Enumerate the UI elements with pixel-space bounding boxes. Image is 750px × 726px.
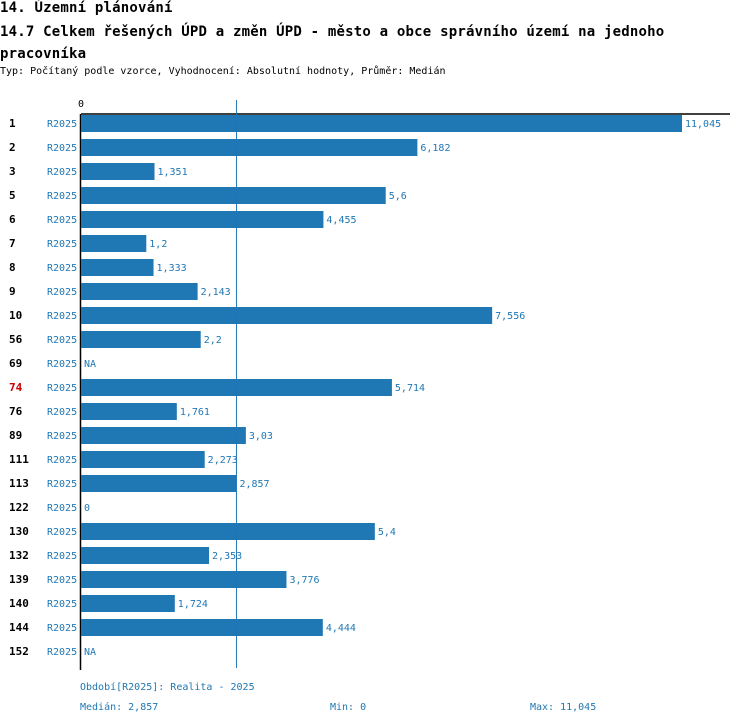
bar	[81, 475, 237, 492]
series-label: R2025	[47, 647, 77, 658]
category-label: 2	[9, 141, 16, 154]
bar	[81, 259, 154, 276]
category-label: 3	[9, 165, 16, 178]
category-label: 7	[9, 237, 16, 250]
series-label: R2025	[47, 119, 77, 130]
category-label: 56	[9, 333, 23, 346]
category-label: 6	[9, 213, 16, 226]
category-label: 139	[9, 573, 29, 586]
footer-median: Medián: 2,857	[80, 702, 159, 713]
category-label: 69	[9, 357, 22, 370]
value-label: 0	[84, 503, 90, 514]
value-label: 1,351	[158, 167, 188, 178]
category-label: 89	[9, 429, 22, 442]
bar	[81, 523, 375, 540]
category-label: 122	[9, 501, 29, 514]
value-label: 11,045	[685, 119, 721, 130]
category-label: 132	[9, 549, 29, 562]
bar	[81, 235, 147, 252]
series-label: R2025	[47, 215, 77, 226]
value-label: 2,857	[239, 479, 269, 490]
series-label: R2025	[47, 575, 77, 586]
value-label: 1,333	[157, 263, 187, 274]
value-label: 4,444	[326, 623, 356, 634]
bar	[81, 427, 246, 444]
category-label: 1	[9, 117, 16, 130]
bar	[81, 547, 210, 564]
value-label: 1,724	[178, 599, 208, 610]
value-label: 2,2	[204, 335, 222, 346]
value-label: NA	[84, 647, 96, 658]
category-label: 9	[9, 285, 16, 298]
value-label: 3,776	[289, 575, 319, 586]
value-label: 4,455	[326, 215, 356, 226]
category-label: 74	[9, 381, 23, 394]
value-label: 7,556	[495, 311, 525, 322]
bar	[81, 187, 386, 204]
category-label: 5	[9, 189, 16, 202]
bar	[81, 451, 205, 468]
category-label: 130	[9, 525, 29, 538]
footer-min: Min: 0	[330, 702, 367, 713]
category-label: 76	[9, 405, 23, 418]
series-label: R2025	[47, 431, 77, 442]
bar	[81, 331, 201, 348]
category-label: 113	[9, 477, 29, 490]
value-label: 2,353	[212, 551, 242, 562]
series-label: R2025	[47, 359, 77, 370]
value-label: 2,143	[201, 287, 231, 298]
value-label: 3,03	[249, 431, 273, 442]
section-title: 14. Územní plánování	[0, 0, 173, 16]
series-label: R2025	[47, 191, 77, 202]
bar	[81, 115, 682, 132]
category-label: 144	[9, 621, 29, 634]
series-label: R2025	[47, 623, 77, 634]
bar	[81, 571, 287, 588]
footer-period: Období[R2025]: Realita - 2025	[80, 682, 255, 693]
series-label: R2025	[47, 311, 77, 322]
bar	[81, 211, 324, 228]
category-label: 111	[9, 453, 29, 466]
value-label: 5,4	[378, 527, 396, 538]
value-label: 1,761	[180, 407, 210, 418]
series-label: R2025	[47, 407, 77, 418]
series-label: R2025	[47, 383, 77, 394]
bar	[81, 403, 177, 420]
bar	[81, 619, 323, 636]
series-label: R2025	[47, 263, 77, 274]
bar	[81, 283, 198, 300]
series-label: R2025	[47, 551, 77, 562]
value-label: 2,273	[208, 455, 238, 466]
footer-max: Max: 11,045	[530, 702, 597, 713]
bar	[81, 163, 155, 180]
chart-title: 14.7 Celkem řešených ÚPD a změn ÚPD - mě…	[0, 24, 665, 62]
bar	[81, 139, 418, 156]
series-label: R2025	[47, 335, 77, 346]
value-label: 1,2	[149, 239, 167, 250]
series-label: R2025	[47, 455, 77, 466]
category-label: 140	[9, 597, 29, 610]
category-label: 10	[9, 309, 22, 322]
series-label: R2025	[47, 503, 77, 514]
value-label: 5,714	[395, 383, 425, 394]
series-label: R2025	[47, 167, 77, 178]
category-label: 152	[9, 645, 29, 658]
bar	[81, 307, 493, 324]
value-label: 6,182	[420, 143, 450, 154]
series-label: R2025	[47, 527, 77, 538]
series-label: R2025	[47, 143, 77, 154]
chart-meta: Typ: Počítaný podle vzorce, Vyhodnocení:…	[0, 66, 446, 77]
bar	[81, 595, 175, 612]
series-label: R2025	[47, 479, 77, 490]
value-label: NA	[84, 359, 96, 370]
axis-zero-label: 0	[78, 99, 84, 110]
series-label: R2025	[47, 287, 77, 298]
value-label: 5,6	[389, 191, 407, 202]
series-label: R2025	[47, 239, 77, 250]
series-label: R2025	[47, 599, 77, 610]
category-label: 8	[9, 261, 16, 274]
